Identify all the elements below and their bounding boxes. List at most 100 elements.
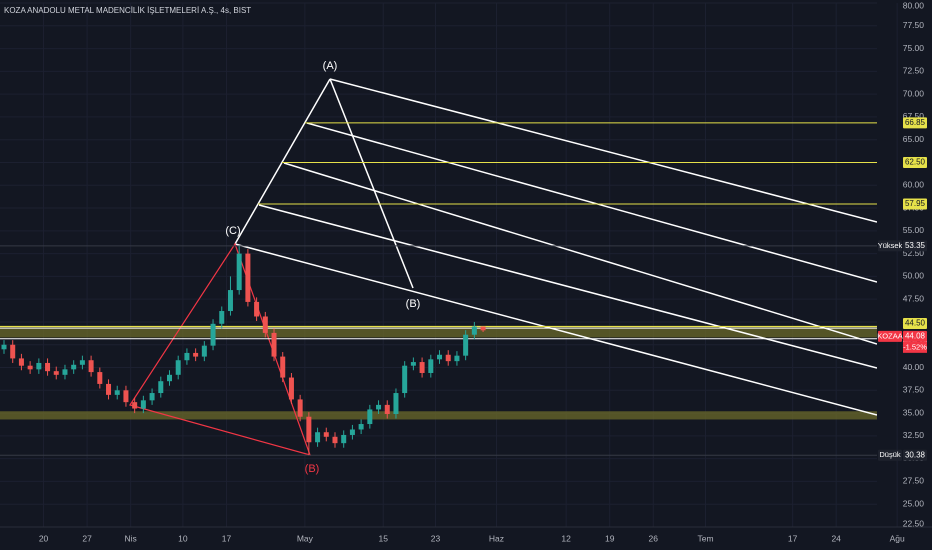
price-change-box [903, 341, 927, 353]
candle-body [97, 372, 103, 384]
candle-body [262, 316, 268, 333]
zone [0, 411, 877, 420]
y-tick-label: 75.00 [903, 43, 925, 53]
y-tick-label: 55.00 [903, 225, 925, 235]
candle-body [106, 383, 112, 395]
x-tick-label: 17 [788, 533, 798, 543]
candle-body [463, 334, 469, 356]
x-tick-label: Ağu [890, 533, 905, 543]
y-tick-label: 22.50 [903, 518, 925, 528]
x-tick-label: May [297, 533, 314, 543]
x-tick-label: 24 [831, 533, 841, 543]
candle-body [393, 393, 399, 414]
price-tag-name-box [878, 449, 902, 461]
candle-body [27, 365, 33, 370]
y-tick-label: 25.00 [903, 498, 925, 508]
candle-body [437, 354, 443, 360]
price-tag [903, 330, 927, 342]
zone [0, 325, 877, 338]
pitchfork-line [258, 204, 877, 369]
candle-body [254, 301, 260, 317]
pitchfork-handle [234, 78, 331, 245]
price-tag-label: 30.38 [905, 450, 926, 459]
annotation: (B) [305, 463, 320, 475]
pitchfork-line [283, 162, 877, 345]
candle-body [332, 436, 338, 444]
candle-body [480, 326, 486, 331]
y-tick-label: 80.00 [903, 0, 925, 10]
price-tags: 66.8562.5057.9544.5044.3243.1653.35Yükse… [877, 117, 927, 461]
x-tick-label: 17 [222, 533, 232, 543]
price-tag-label: 62.50 [905, 158, 926, 167]
price-tag [903, 156, 927, 168]
x-tick-label: 26 [649, 533, 659, 543]
candle-body [384, 404, 390, 414]
candle-body [219, 311, 225, 324]
price-tag-label: 57.95 [905, 199, 926, 208]
pitchfork-line [234, 243, 877, 416]
candle-body [71, 364, 77, 370]
pitchfork-median [329, 78, 877, 223]
y-tick-label: 60.00 [903, 180, 925, 190]
candle-body [323, 432, 329, 437]
price-tag [903, 117, 927, 129]
candle-body [428, 359, 434, 373]
x-tick-label: 19 [605, 533, 615, 543]
annotation: (B) [406, 298, 421, 310]
price-tag-label: 44.50 [905, 319, 926, 328]
candle-body [175, 360, 181, 375]
candle-body [10, 344, 16, 359]
x-tick-label: Haz [489, 533, 504, 543]
candle-body [123, 390, 129, 403]
y-tick-label: 72.50 [903, 66, 925, 76]
candle-body [315, 432, 321, 443]
pitchfork-handle [329, 78, 414, 289]
price-tag-label: 53.35 [905, 241, 926, 250]
price-tag-name-box [878, 240, 902, 252]
candle-body [88, 360, 94, 373]
candle-body [367, 409, 373, 425]
pitchfork-drawing [129, 78, 877, 456]
y-tick-label: 47.50 [903, 293, 925, 303]
candle-body [18, 358, 24, 366]
y-tick-label: 70.00 [903, 88, 925, 98]
price-tag-label: 44.08 [905, 331, 926, 340]
candle-body [471, 326, 477, 335]
candle-body [454, 355, 460, 362]
price-tag [903, 449, 927, 461]
candle-body [297, 399, 303, 417]
candle-body [349, 429, 355, 435]
x-tick-label: Nis [125, 533, 137, 543]
y-tick-label: 52.50 [903, 248, 925, 258]
candle-body [184, 352, 190, 361]
candle-body [419, 362, 425, 373]
candle-body [1, 344, 7, 350]
candle-body [53, 371, 59, 375]
y-tick-label: 65.00 [903, 134, 925, 144]
annotation: (C) [225, 225, 240, 237]
candle-body [158, 381, 164, 394]
y-tick-label: 37.50 [903, 385, 925, 395]
candle-body [140, 400, 146, 409]
candle-body [271, 332, 277, 357]
x-tick-label: 12 [561, 533, 571, 543]
x-tick-label: 27 [82, 533, 92, 543]
zones [0, 325, 877, 420]
annotation: (A) [323, 60, 338, 72]
x-tick-label: 10 [178, 533, 188, 543]
candle-body [201, 345, 207, 357]
candle-body [288, 377, 294, 400]
candle-body [280, 356, 286, 378]
x-tick-label: 20 [39, 533, 49, 543]
candle-body [79, 360, 85, 365]
candle-body [236, 253, 242, 291]
price-tag [903, 318, 927, 330]
x-tick-label: 23 [431, 533, 441, 543]
candle-body [62, 369, 68, 375]
candle-body [245, 253, 251, 302]
candle-body [227, 290, 233, 312]
levels [0, 122, 877, 456]
y-tick-label: 77.50 [903, 20, 925, 30]
candle-body [402, 365, 408, 394]
